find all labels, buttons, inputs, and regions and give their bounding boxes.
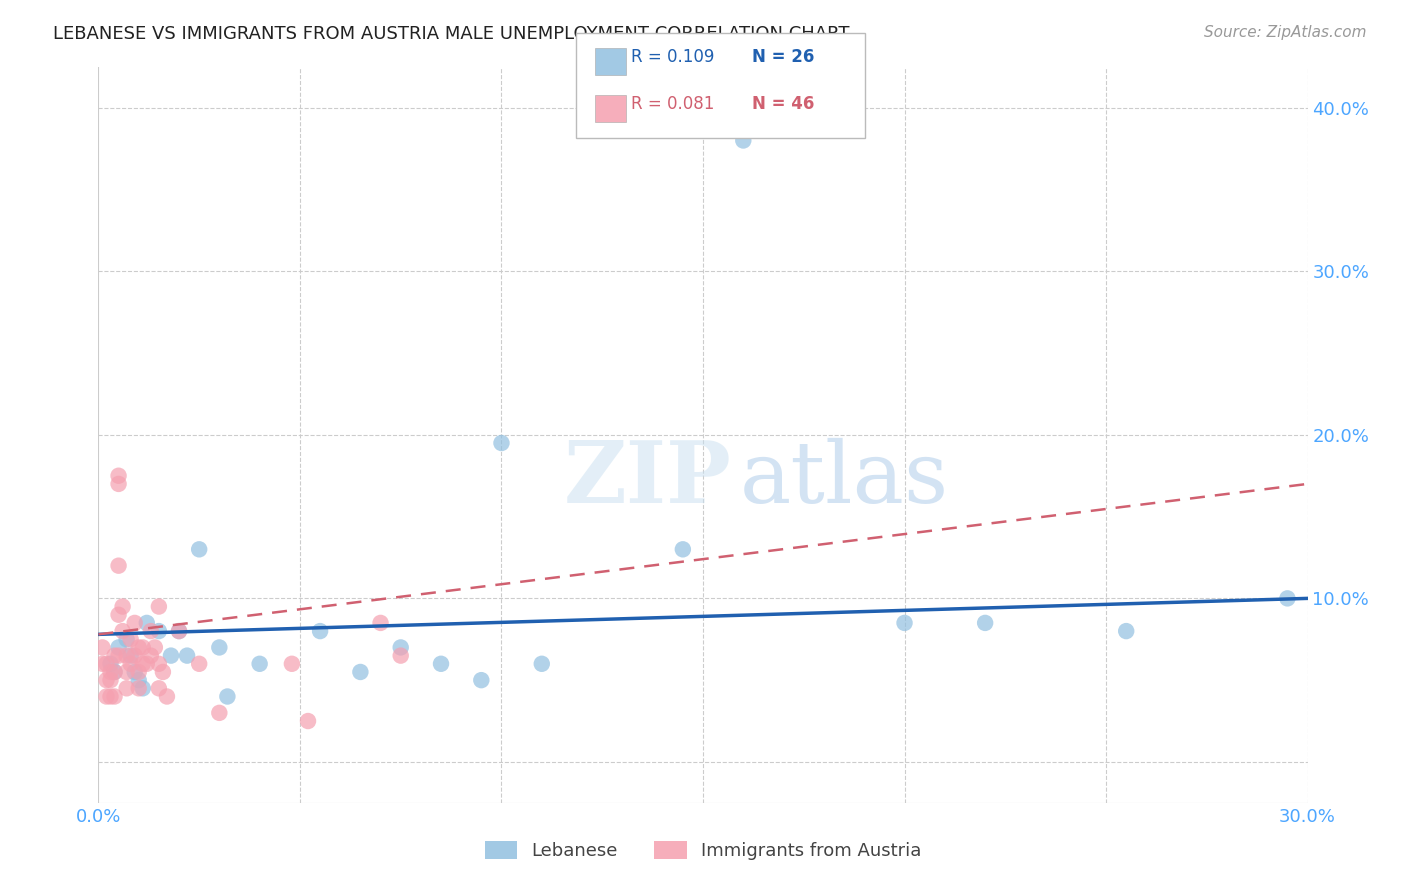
Point [152, 665, 174, 679]
Point [115, 665, 138, 679]
Point [389, 640, 412, 655]
Point [111, 624, 134, 639]
Point [208, 640, 231, 655]
Point [188, 657, 211, 671]
Point [100, 673, 122, 687]
Point [100, 657, 122, 671]
Point [297, 714, 319, 728]
Point [120, 657, 142, 671]
Point [1115, 624, 1137, 639]
Point [132, 657, 155, 671]
Point [217, 690, 239, 704]
Point [111, 599, 134, 614]
Point [115, 632, 138, 647]
Point [208, 706, 231, 720]
Point [135, 615, 157, 630]
Point [491, 436, 513, 450]
Point [249, 657, 271, 671]
Point [107, 476, 129, 491]
Point [281, 657, 304, 671]
Point [139, 648, 162, 663]
Point [470, 673, 492, 687]
Text: N = 46: N = 46 [752, 95, 814, 113]
Text: atlas: atlas [740, 437, 949, 521]
Point [100, 665, 122, 679]
Point [132, 681, 155, 696]
Point [143, 640, 166, 655]
Point [349, 665, 371, 679]
Legend: Lebanese, Immigrants from Austria: Lebanese, Immigrants from Austria [478, 833, 928, 867]
Point [1277, 591, 1299, 606]
Point [120, 632, 142, 647]
Point [107, 558, 129, 573]
Point [96, 673, 118, 687]
Point [176, 648, 198, 663]
Point [124, 615, 146, 630]
Point [124, 648, 146, 663]
Point [107, 648, 129, 663]
Point [156, 690, 179, 704]
Point [672, 542, 695, 557]
Point [107, 607, 129, 622]
Point [107, 468, 129, 483]
Point [139, 624, 162, 639]
Text: R = 0.081: R = 0.081 [631, 95, 714, 113]
Point [124, 665, 146, 679]
Point [132, 640, 155, 655]
Text: N = 26: N = 26 [752, 48, 814, 66]
Point [530, 657, 553, 671]
Point [148, 624, 170, 639]
Point [430, 657, 453, 671]
Point [389, 648, 412, 663]
Point [148, 681, 170, 696]
Point [135, 657, 157, 671]
Point [115, 681, 138, 696]
Point [893, 615, 915, 630]
Point [167, 624, 190, 639]
Point [96, 690, 118, 704]
Point [107, 640, 129, 655]
Text: Source: ZipAtlas.com: Source: ZipAtlas.com [1204, 25, 1367, 40]
Point [91, 640, 114, 655]
Point [128, 640, 150, 655]
Point [148, 599, 170, 614]
Point [91, 657, 114, 671]
Text: LEBANESE VS IMMIGRANTS FROM AUSTRIA MALE UNEMPLOYMENT CORRELATION CHART: LEBANESE VS IMMIGRANTS FROM AUSTRIA MALE… [53, 25, 851, 43]
Point [188, 542, 211, 557]
Point [100, 690, 122, 704]
Point [96, 657, 118, 671]
Point [128, 673, 150, 687]
Point [103, 690, 125, 704]
Point [974, 615, 997, 630]
Point [103, 665, 125, 679]
Point [120, 648, 142, 663]
Point [103, 648, 125, 663]
Point [733, 133, 755, 147]
Point [370, 615, 392, 630]
Point [148, 657, 170, 671]
Point [309, 624, 332, 639]
Point [160, 648, 183, 663]
Point [128, 681, 150, 696]
Point [103, 665, 125, 679]
Point [115, 648, 138, 663]
Text: ZIP: ZIP [564, 437, 731, 521]
Text: R = 0.109: R = 0.109 [631, 48, 714, 66]
Point [128, 665, 150, 679]
Point [167, 624, 190, 639]
